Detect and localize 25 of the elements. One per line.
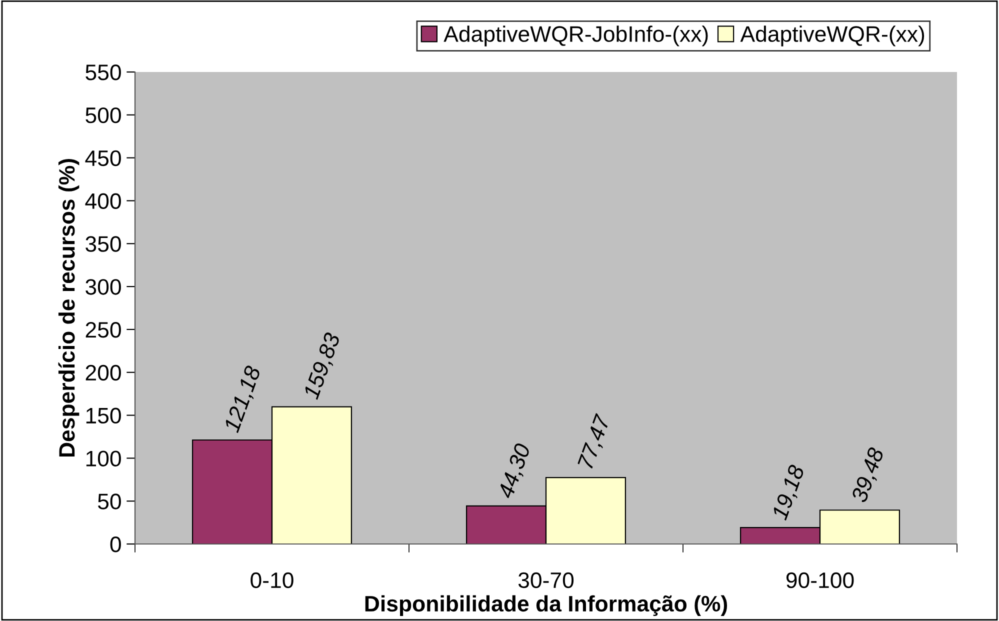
y-tick-label: 50 xyxy=(98,494,121,510)
y-tick-label: 150 xyxy=(86,408,121,424)
y-tick-label: 100 xyxy=(86,450,121,466)
legend-label: AdaptiveWQR-JobInfo-(xx) xyxy=(444,26,708,46)
y-tick-label: 550 xyxy=(86,64,121,80)
data-label: 159,83 xyxy=(302,331,343,401)
y-axis-title: Desperdício de recursos (%) xyxy=(58,159,80,457)
data-label: 39,48 xyxy=(850,446,887,504)
y-tick-label: 500 xyxy=(86,107,121,124)
data-label: 44,30 xyxy=(497,442,534,500)
y-tick-label: 250 xyxy=(86,322,121,338)
y-tick-label: 350 xyxy=(86,236,121,252)
legend-label: AdaptiveWQR-(xx) xyxy=(740,26,924,46)
y-tick-label: 450 xyxy=(85,150,121,166)
x-tick-label: 0-10 xyxy=(250,572,294,588)
data-label: 19,18 xyxy=(771,464,808,522)
data-label: 77,47 xyxy=(578,413,614,470)
y-tick-label: 0 xyxy=(110,536,121,552)
y-tick-label: 300 xyxy=(86,279,121,295)
data-label: 121,18 xyxy=(223,364,264,434)
x-axis-title: Disponibilidade da Informação (%) xyxy=(365,595,728,616)
y-tick-label: 200 xyxy=(86,364,121,381)
x-tick-label: 30-70 xyxy=(518,572,574,588)
y-tick-label: 400 xyxy=(85,193,121,209)
x-tick-label: 90-100 xyxy=(786,572,854,588)
